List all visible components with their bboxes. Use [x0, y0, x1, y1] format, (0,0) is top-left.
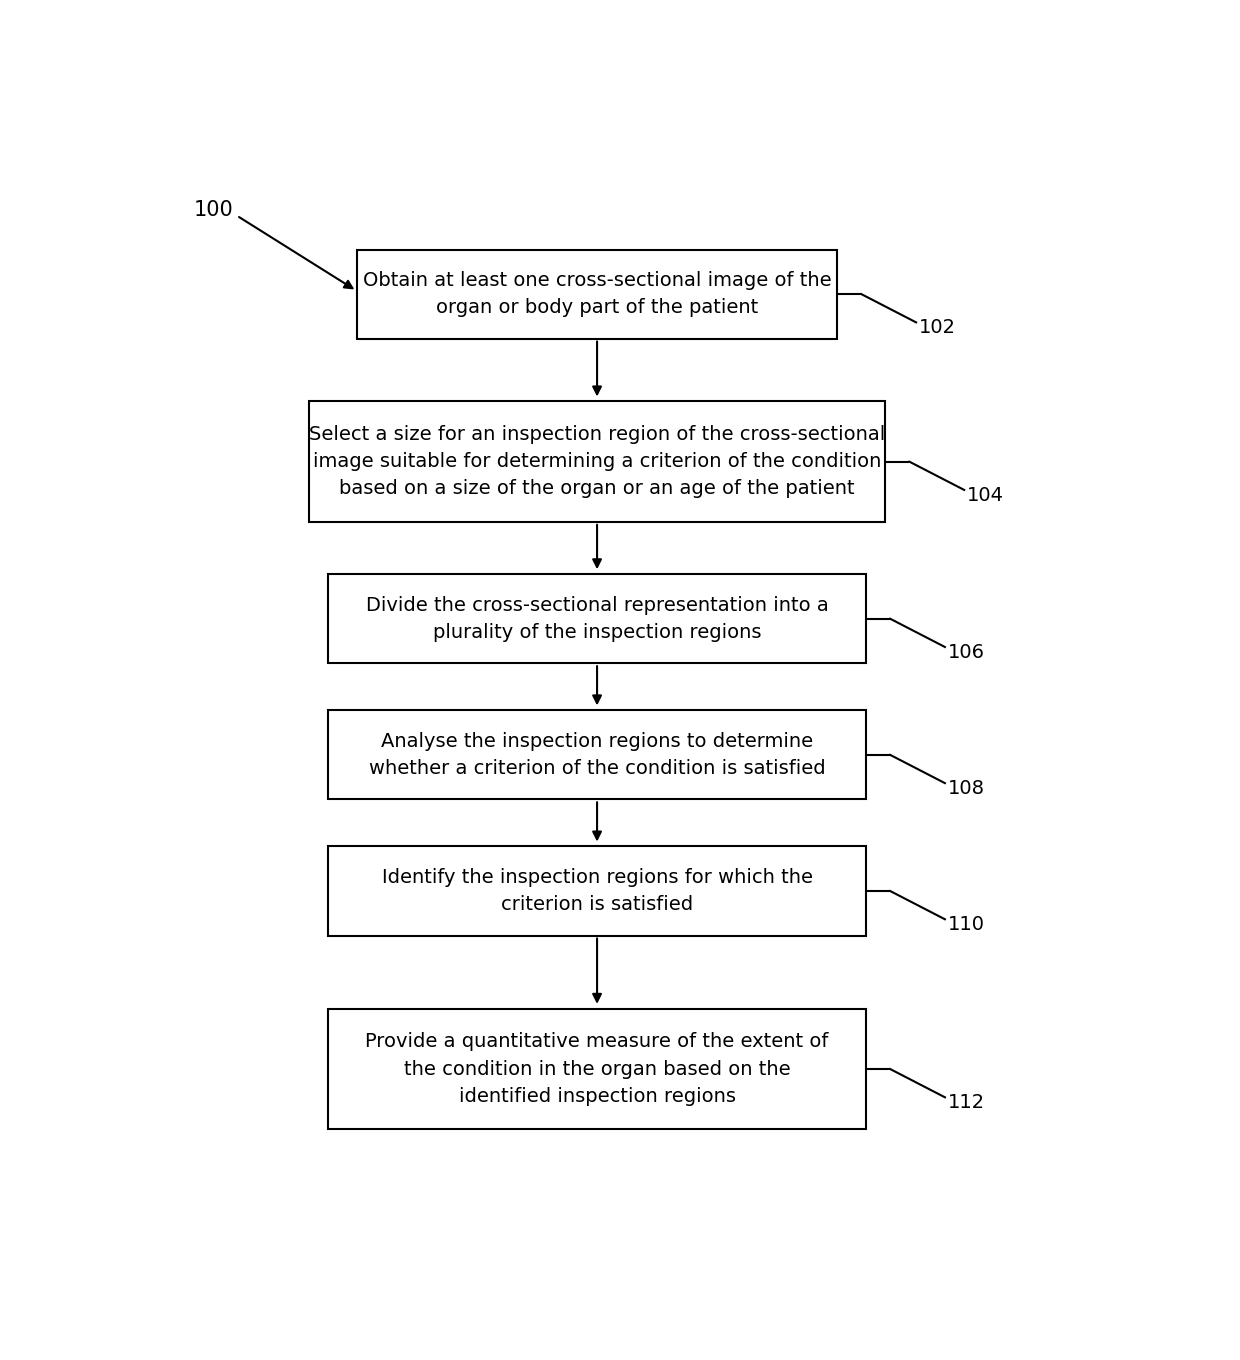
- Text: 112: 112: [947, 1093, 985, 1112]
- Bar: [327, 1009, 867, 1129]
- Text: Select a size for an inspection region of the cross-sectional
image suitable for: Select a size for an inspection region o…: [309, 424, 885, 498]
- Bar: [327, 710, 867, 800]
- Bar: [327, 846, 867, 936]
- Text: Identify the inspection regions for which the
criterion is satisfied: Identify the inspection regions for whic…: [382, 868, 812, 914]
- Text: Analyse the inspection regions to determine
whether a criterion of the condition: Analyse the inspection regions to determ…: [368, 732, 826, 778]
- Text: Divide the cross-sectional representation into a
plurality of the inspection reg: Divide the cross-sectional representatio…: [366, 596, 828, 642]
- Text: 100: 100: [193, 200, 233, 220]
- Bar: [309, 401, 885, 522]
- Text: 108: 108: [947, 779, 985, 798]
- Text: 110: 110: [947, 915, 985, 934]
- Bar: [357, 250, 837, 339]
- Text: 102: 102: [919, 318, 956, 337]
- Text: 104: 104: [967, 486, 1004, 505]
- Text: 106: 106: [947, 643, 985, 662]
- Bar: [327, 574, 867, 664]
- Text: Provide a quantitative measure of the extent of
the condition in the organ based: Provide a quantitative measure of the ex…: [366, 1032, 828, 1106]
- Text: Obtain at least one cross-sectional image of the
organ or body part of the patie: Obtain at least one cross-sectional imag…: [363, 271, 831, 317]
